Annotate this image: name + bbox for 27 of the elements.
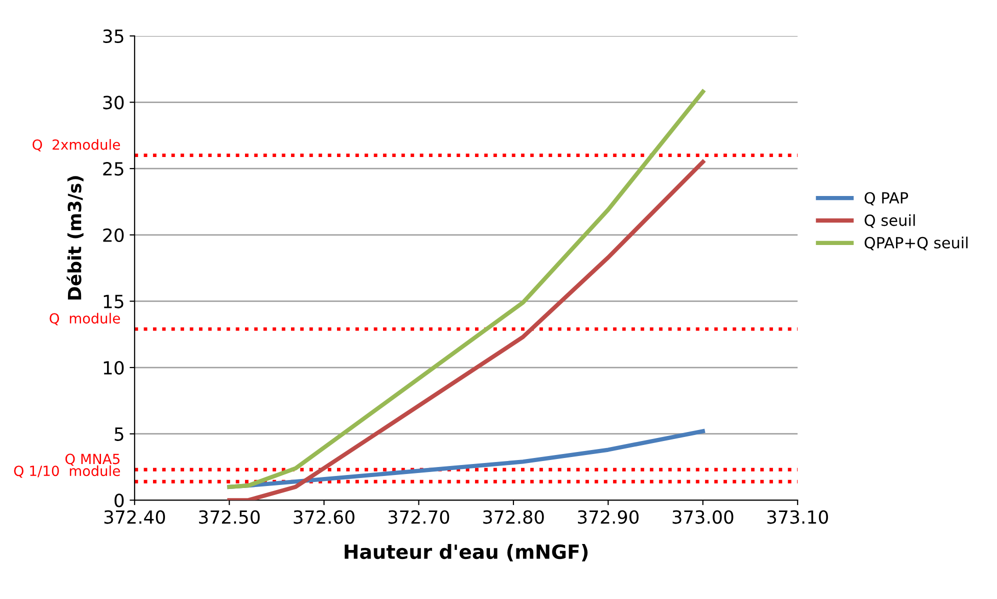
y-tick-label: 30 bbox=[103, 96, 124, 110]
line-series bbox=[227, 90, 705, 489]
x-tick-label: 372.40 bbox=[104, 510, 165, 524]
line-series bbox=[227, 160, 705, 500]
x-tick-label: 372.60 bbox=[294, 510, 354, 524]
ref-line-label: Q module bbox=[50, 312, 120, 326]
x-tick-label: 373.00 bbox=[672, 510, 734, 524]
y-tick-label: 15 bbox=[104, 294, 124, 308]
y-tick-label: 20 bbox=[103, 228, 124, 242]
y-tick-label: 0 bbox=[114, 494, 124, 508]
ref-line-label: Q MNA5 bbox=[65, 454, 120, 466]
x-tick-label: 373.10 bbox=[767, 510, 828, 524]
x-tick-label: 372.90 bbox=[578, 510, 639, 524]
y-tick-label: 25 bbox=[103, 162, 124, 176]
legend-label: QPAP+Q seuil bbox=[864, 236, 968, 250]
legend-label: Q seuil bbox=[864, 214, 915, 228]
ref-line-label: Q 2xmodule bbox=[32, 139, 120, 152]
y-axis-title: Débit (m3/s) bbox=[66, 176, 84, 300]
x-tick-label: 372.50 bbox=[199, 510, 260, 524]
y-tick-label: 35 bbox=[103, 29, 124, 44]
legend-label: Q PAP bbox=[864, 192, 908, 206]
ref-line-label: Q 1/10 module bbox=[14, 465, 120, 478]
y-tick-label: 5 bbox=[114, 428, 124, 441]
x-axis-title: Hauteur d'eau (mNGF) bbox=[344, 544, 588, 562]
x-tick-label: 372.70 bbox=[388, 510, 450, 524]
x-tick-label: 372.80 bbox=[483, 510, 544, 524]
y-tick-label: 10 bbox=[104, 360, 124, 375]
